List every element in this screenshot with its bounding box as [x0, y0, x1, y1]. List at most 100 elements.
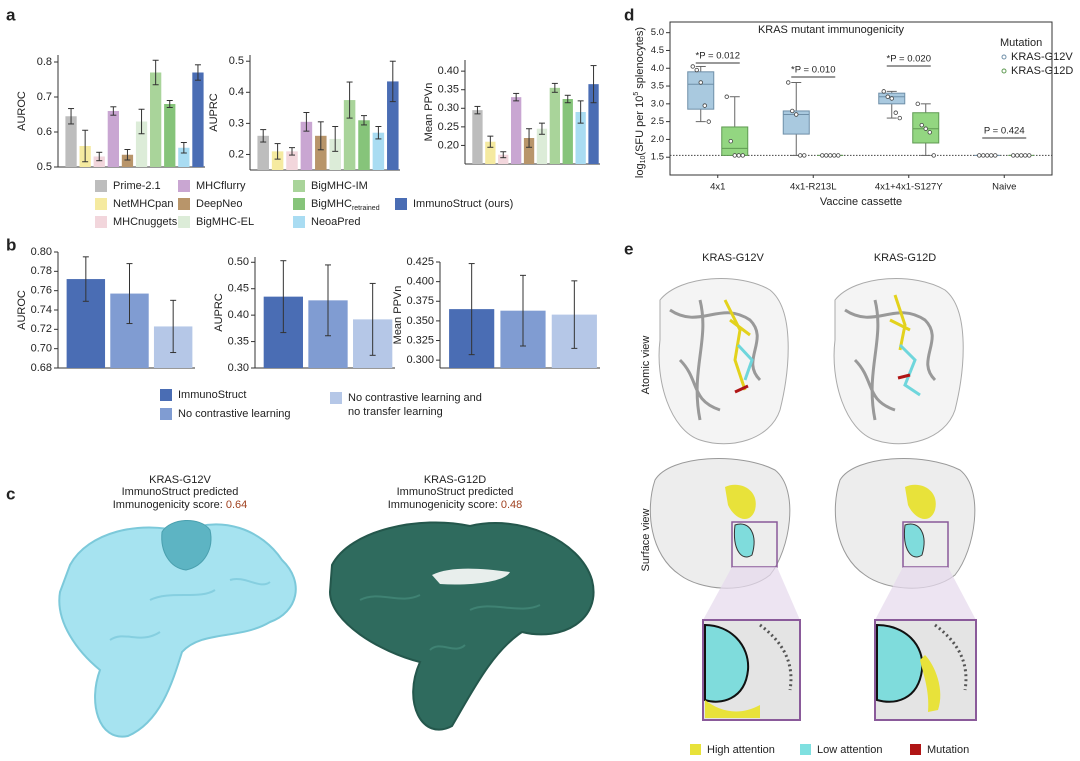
x-tick-label: 4x1	[710, 182, 725, 193]
y-tick-label: 0.325	[406, 334, 434, 346]
point	[981, 153, 986, 158]
panel-letter: e	[624, 239, 633, 258]
legend-label: BigMHC-IM	[311, 180, 368, 192]
legend-swatch	[95, 198, 107, 210]
point	[897, 115, 902, 121]
atomic-view-g12v	[658, 278, 789, 445]
y-tick-label: 0.80	[31, 246, 52, 258]
error-bar	[260, 129, 267, 143]
bar	[286, 151, 298, 170]
y-tick-label: 0.72	[31, 323, 52, 335]
error-bar	[551, 82, 558, 93]
error-bar	[375, 125, 382, 140]
legend-label: No contrastive learning and	[348, 392, 482, 404]
y-tick-label: 1.5	[651, 152, 664, 163]
legend-label: ImmunoStruct	[178, 389, 246, 401]
error-bar	[166, 100, 173, 108]
score-text: Immunogenicity score: 0.64	[113, 499, 248, 511]
error-bar	[180, 142, 187, 154]
y-tick-label: 0.45	[228, 283, 249, 295]
protein-g12v-surface	[58, 520, 297, 738]
error-bar	[82, 129, 89, 163]
point	[881, 89, 886, 94]
y-tick-label: 0.74	[31, 304, 52, 316]
y-tick-label: 0.70	[31, 343, 52, 355]
point	[893, 110, 898, 115]
score-text: Immunogenicity score: 0.48	[388, 499, 523, 511]
legend-swatch	[330, 392, 342, 404]
legend-label-sub: retrained	[352, 205, 380, 212]
point	[828, 153, 833, 158]
legend-label: NeoaPred	[311, 216, 361, 228]
error-bar	[361, 115, 367, 126]
box	[721, 126, 749, 156]
y-tick-label: 0.35	[438, 84, 459, 96]
bar	[536, 128, 548, 164]
error-bar	[500, 151, 507, 159]
legend-label-main: BigMHC	[311, 198, 352, 210]
y-tick-label: 5.0	[651, 27, 664, 38]
legend-swatch	[293, 216, 305, 228]
panel-letter: c	[6, 484, 15, 503]
point	[824, 153, 829, 158]
y-tick-label: 0.8	[37, 56, 52, 68]
y-tick-label: 0.25	[438, 121, 459, 133]
legend-swatch	[293, 198, 305, 210]
point	[728, 138, 733, 144]
legend-label: KRAS-G12V	[1011, 51, 1073, 63]
box-group	[912, 101, 940, 158]
legend-swatch	[160, 408, 172, 420]
error-bar	[526, 128, 533, 148]
zoom-connector	[703, 567, 800, 620]
point	[694, 67, 699, 73]
legend-marker	[1001, 68, 1007, 74]
bar	[271, 151, 284, 170]
y-axis-label: Mean PPVn	[423, 83, 435, 142]
point	[1027, 153, 1032, 158]
bar	[135, 121, 148, 167]
chart-title: KRAS mutant immunogenicity	[758, 24, 905, 36]
point	[786, 80, 791, 85]
error-bar	[289, 147, 295, 156]
bar	[107, 111, 119, 167]
score-value: 0.64	[226, 499, 247, 511]
protein-g12d-surface	[328, 521, 595, 731]
bar	[93, 156, 105, 167]
error-bar	[520, 274, 526, 347]
box	[687, 71, 715, 110]
y-tick-label: 3.0	[651, 98, 664, 109]
error-bar	[513, 92, 520, 102]
y-axis-label: AUROC	[16, 290, 28, 330]
y-tick-label: 2.0	[651, 134, 664, 145]
bar	[575, 112, 586, 164]
error-bar	[280, 260, 287, 334]
bar	[65, 116, 77, 167]
error-bar	[474, 105, 481, 115]
error-bar	[170, 299, 177, 354]
error-bar	[303, 112, 310, 132]
bar	[315, 135, 327, 170]
structure-subtitle: ImmunoStruct predicted	[122, 486, 239, 498]
y-tick-label: 0.30	[438, 102, 459, 114]
error-bar	[487, 135, 494, 148]
x-tick-label: Naive	[992, 182, 1016, 193]
point	[802, 153, 807, 158]
score-label: Immunogenicity score:	[113, 499, 226, 511]
legend-swatch	[800, 744, 811, 755]
y-axis-label-part: 5	[633, 92, 640, 96]
legend-swatch	[95, 180, 107, 192]
box-group	[782, 80, 810, 158]
surface-view-g12d	[834, 458, 976, 589]
point	[1023, 153, 1028, 158]
y-axis-label: Mean PPVn	[392, 286, 404, 345]
error-bar	[194, 64, 201, 81]
point	[1011, 153, 1016, 158]
error-bar	[571, 280, 578, 349]
legend-swatch	[178, 180, 190, 192]
point	[919, 122, 924, 128]
legend-label: High attention	[707, 744, 775, 756]
surface-view-g12v	[649, 458, 791, 589]
structure-title: KRAS-G12D	[424, 474, 486, 486]
column-label: KRAS-G12V	[702, 252, 764, 264]
